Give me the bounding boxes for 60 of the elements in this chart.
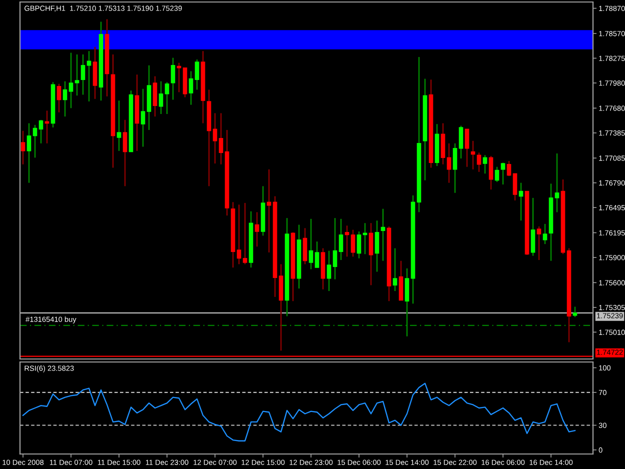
candlestick (44, 110, 50, 144)
candlestick (254, 211, 260, 248)
candlestick (38, 119, 44, 144)
candlestick (116, 100, 122, 152)
candlestick (170, 57, 176, 100)
candlestick (476, 152, 482, 173)
candlestick (302, 227, 308, 265)
candlestick (80, 54, 86, 96)
candlestick (554, 152, 560, 213)
candlestick (32, 124, 38, 158)
candlestick (344, 224, 350, 258)
candlestick (164, 81, 170, 115)
candlestick (494, 166, 500, 183)
candlestick (440, 122, 446, 166)
candlestick (350, 229, 356, 258)
candlestick (338, 218, 344, 261)
candlestick (464, 128, 470, 168)
candlestick (452, 142, 458, 194)
candlestick (518, 182, 524, 222)
candlestick (242, 202, 248, 265)
candlestick (488, 155, 494, 190)
candlestick (482, 154, 488, 174)
candlestick (356, 230, 362, 260)
candlestick (380, 208, 386, 262)
candlestick (446, 142, 452, 184)
candlestick (140, 88, 146, 148)
candlestick (218, 112, 224, 166)
candlestick (236, 204, 242, 265)
candlestick (188, 70, 194, 106)
candlestick (74, 54, 80, 96)
candlestick (512, 172, 518, 202)
candlestick (68, 52, 74, 109)
candlestick (332, 217, 338, 280)
line-series (22, 382, 576, 442)
candlestick (266, 168, 272, 254)
candlestick (194, 58, 200, 90)
candlestick (212, 112, 218, 164)
candlestick (506, 160, 512, 177)
candlestick (326, 250, 332, 292)
candlestick (20, 130, 26, 166)
candlestick (56, 83, 62, 114)
candlestick (392, 248, 398, 292)
candlestick (500, 162, 506, 186)
candlestick (26, 122, 32, 184)
candlestick (542, 223, 548, 245)
candlestick (374, 220, 380, 272)
candlestick (536, 226, 542, 261)
candlestick (158, 80, 164, 115)
candlestick (152, 76, 158, 118)
candlestick (308, 218, 314, 270)
candlestick (92, 46, 98, 100)
candlestick (62, 80, 68, 118)
candlestick (530, 197, 536, 256)
candlestick (458, 125, 464, 160)
candlestick (398, 260, 404, 301)
candlestick (470, 140, 476, 170)
candlestick (572, 306, 578, 318)
candlestick (122, 119, 128, 187)
candlestick (368, 222, 374, 286)
candlestick (314, 240, 320, 268)
